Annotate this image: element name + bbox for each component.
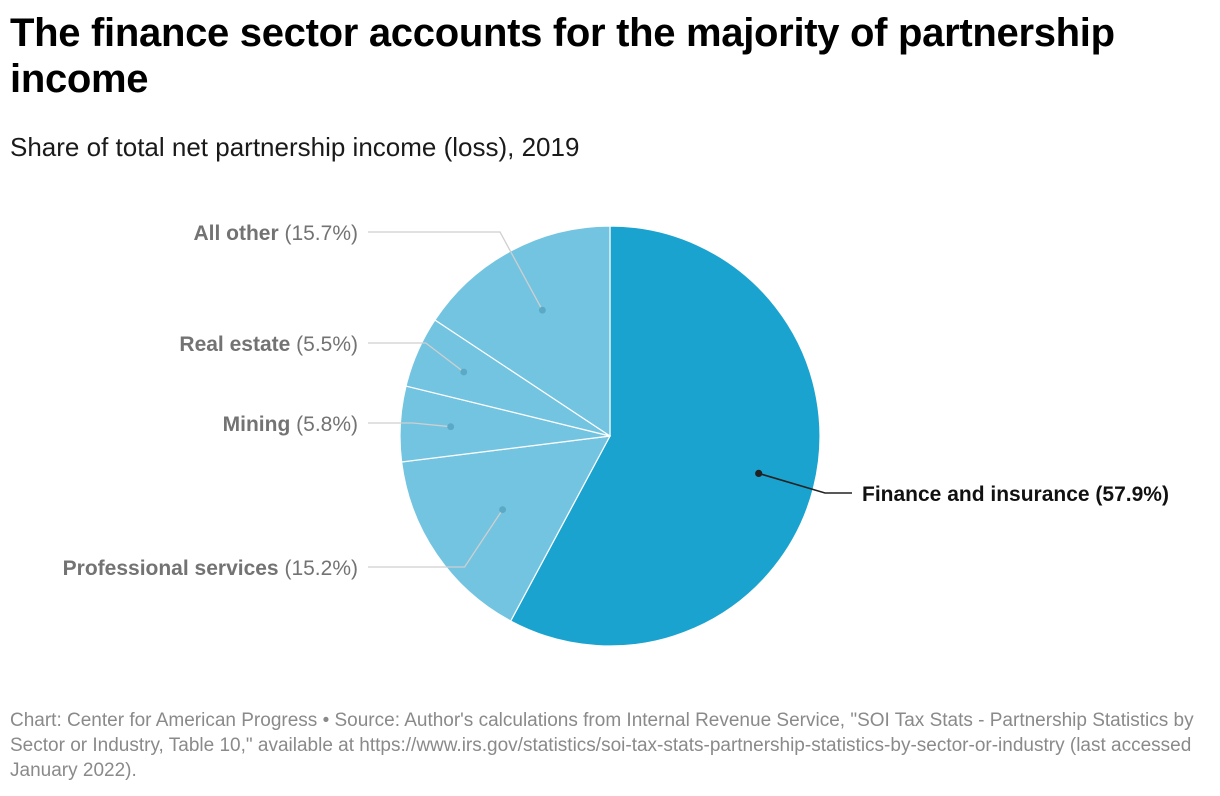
slice-label: Mining (5.8%): [223, 413, 358, 436]
slice-label: All other (15.7%): [193, 222, 358, 245]
pie-slice-professional-services: [400, 435, 612, 622]
leader-dot: [755, 469, 763, 477]
slice-label-name: Finance and insurance: [862, 483, 1090, 506]
leader-line: [368, 231, 543, 311]
slice-label-name: Professional services: [63, 557, 279, 580]
pie-slices: [399, 225, 821, 647]
leader-line: [368, 422, 451, 428]
slice-label-name: Real estate: [179, 333, 290, 356]
slice-label-name: Mining: [223, 413, 291, 436]
slice-label: Real estate (5.5%): [179, 333, 358, 356]
slice-label-value: (5.8%): [290, 413, 358, 436]
chart-source-note: Chart: Center for American Progress • So…: [10, 710, 1194, 781]
slice-label-value: (57.9%): [1090, 483, 1169, 506]
leader-dot: [499, 506, 506, 513]
pie-slice-finance-and-insurance: [509, 225, 821, 647]
pie-chart: Finance and insurance (57.9%) Professiona…: [63, 222, 1169, 647]
leader-line: [368, 509, 504, 568]
leader-line: [368, 342, 465, 373]
leader-line: [758, 472, 852, 494]
slice-labels: Finance and insurance (57.9%) Professiona…: [63, 222, 1169, 580]
slice-label-value: (5.5%): [290, 333, 358, 356]
slice-label-name: All other: [193, 222, 278, 245]
leader-dot: [447, 423, 455, 431]
leader-dot: [539, 306, 546, 314]
slice-label-value: (15.7%): [279, 222, 358, 245]
chart-subtitle: Share of total net partnership income (l…: [10, 132, 580, 162]
slice-label: Finance and insurance (57.9%): [862, 483, 1169, 506]
leader-dot: [460, 368, 468, 376]
slice-label-value: (15.2%): [279, 557, 358, 580]
leader-lines: [368, 231, 852, 568]
chart-title: The finance sector accounts for the majo…: [10, 11, 1115, 101]
slice-label: Professional services (15.2%): [63, 557, 358, 580]
